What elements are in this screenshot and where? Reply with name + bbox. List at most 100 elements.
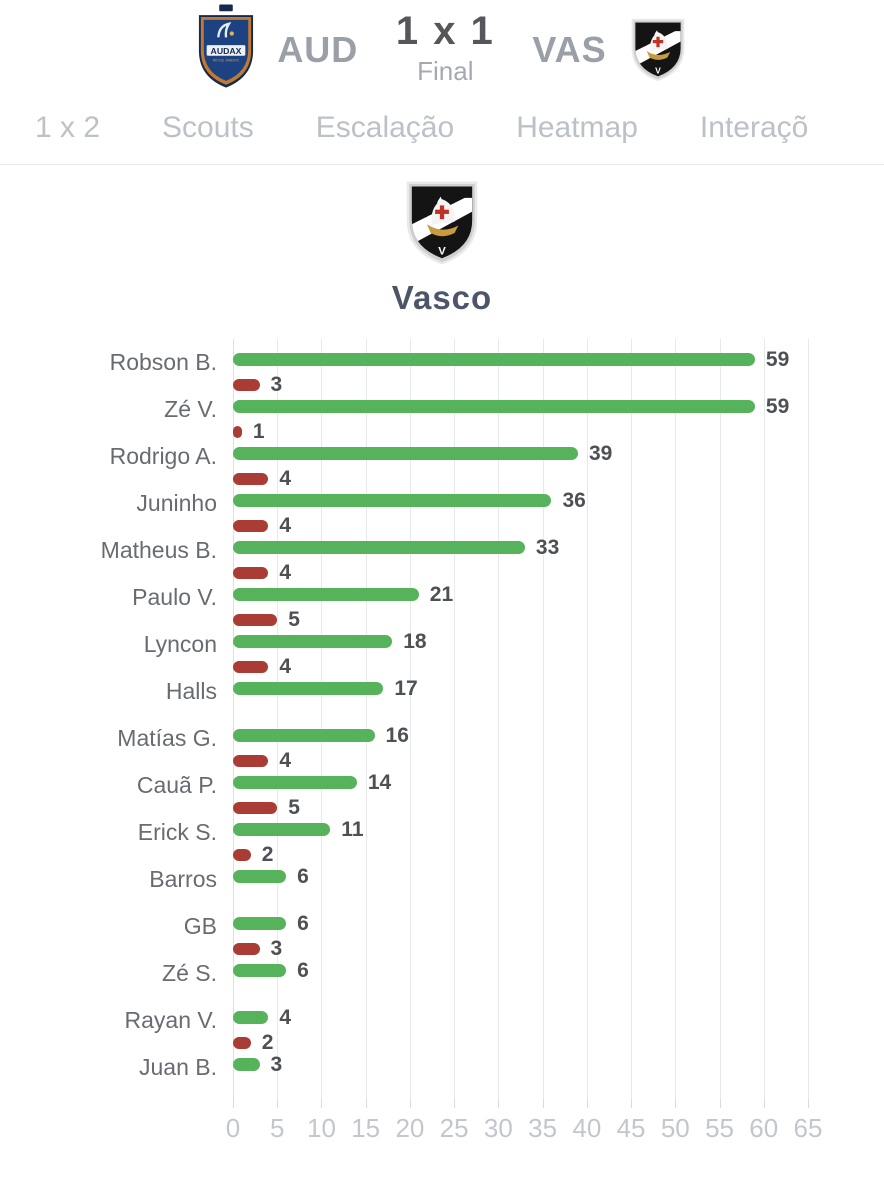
gridline-10 <box>321 339 323 1099</box>
vasco-crest-icon <box>629 17 687 83</box>
tab-interaçõ[interactable]: Interaçõ <box>699 111 809 144</box>
player-label: Matheus B. <box>100 537 217 563</box>
home-team-abbr: AUD <box>277 29 359 70</box>
green-bar-value: 6 <box>297 959 309 982</box>
score-block: 1 x 1 Final <box>380 9 510 87</box>
red-bar-value: 4 <box>279 467 292 490</box>
red-bar-value: 3 <box>270 937 283 960</box>
gridline-55 <box>719 339 721 1099</box>
player-label: Robson B. <box>109 349 217 375</box>
green-bar <box>233 541 525 554</box>
gridline-0 <box>233 339 234 1099</box>
green-bar <box>233 870 287 883</box>
green-bar-value: 16 <box>385 724 409 747</box>
axis-tick-0 <box>233 1099 234 1108</box>
green-bar <box>233 682 384 695</box>
player-label: Halls <box>165 678 217 704</box>
player-label: Rodrigo A. <box>109 443 217 469</box>
bar-row: 14 5 <box>233 767 833 818</box>
match-status: Final <box>417 56 474 86</box>
green-bar-value: 4 <box>279 1006 292 1029</box>
red-bar-value: 4 <box>279 514 292 537</box>
green-bar-value: 17 <box>394 677 418 700</box>
player-label: Juninho <box>136 490 217 516</box>
bar-row: 59 1 <box>233 391 833 442</box>
green-bar <box>233 447 578 460</box>
axis-tick-50 <box>675 1099 677 1108</box>
tab-escalação[interactable]: Escalação <box>315 111 455 144</box>
player-label: Erick S. <box>137 819 217 845</box>
gridline-35 <box>542 339 544 1099</box>
axis-label-20: 20 <box>395 1113 425 1143</box>
gridline-5 <box>277 339 279 1099</box>
tab-heatmap[interactable]: Heatmap <box>516 111 638 144</box>
red-bar-value: 5 <box>288 796 300 819</box>
red-bar <box>233 519 269 532</box>
tab-bar: 1 x 2 Scouts Escalação Heatmap Interaçõ <box>0 100 884 156</box>
red-bar <box>233 660 269 673</box>
green-bar-value: 11 <box>341 818 364 841</box>
player-label: Zé S. <box>162 960 217 986</box>
axis-tick-55 <box>719 1099 721 1108</box>
axis-tick-35 <box>542 1099 544 1108</box>
bar-row: 11 2 <box>233 814 833 865</box>
green-bar-value: 33 <box>535 536 560 559</box>
player-label: Zé V. <box>164 396 217 422</box>
axis-label-60: 60 <box>749 1113 779 1143</box>
red-bar <box>233 848 251 861</box>
axis-tick-60 <box>763 1099 765 1108</box>
axis-label-25: 25 <box>439 1113 469 1143</box>
axis-tick-65 <box>808 1099 809 1108</box>
axis-tick-5 <box>277 1099 279 1108</box>
team-section: Vasco <box>0 165 884 317</box>
red-bar-value: 4 <box>279 655 292 678</box>
axis-tick-20 <box>409 1099 411 1108</box>
bar-row: 33 4 <box>233 532 833 583</box>
bar-row: 3 <box>233 1049 833 1096</box>
axis-label-35: 35 <box>528 1113 558 1143</box>
gridline-25 <box>454 339 456 1099</box>
red-bar <box>233 378 260 391</box>
green-bar <box>233 917 287 930</box>
gridline-60 <box>763 339 765 1099</box>
plot-area: 59 3 59 1 39 4 36 4 33 4 21 5 18 4 17 16 4 14 5 11 2 6 6 3 6 4 2 3 <box>233 339 833 1099</box>
bar-row: 6 <box>233 955 833 1002</box>
axis-tick-25 <box>454 1099 456 1108</box>
green-bar-value: 36 <box>562 489 586 512</box>
green-bar <box>233 1058 260 1071</box>
axis-label-45: 45 <box>616 1113 646 1143</box>
player-label: Barros <box>149 866 217 892</box>
tabbar-divider <box>0 164 884 165</box>
red-bar-value: 2 <box>261 1031 274 1054</box>
team-title: Vasco <box>391 279 493 316</box>
axis-label-50: 50 <box>660 1113 690 1143</box>
axis-tick-15 <box>365 1099 367 1108</box>
gridline-40 <box>586 339 588 1099</box>
red-bar-value: 5 <box>288 608 300 631</box>
axis-label-5: 5 <box>269 1113 285 1143</box>
gridline-45 <box>631 339 633 1099</box>
tab-scouts[interactable]: Scouts <box>162 111 254 144</box>
red-bar <box>233 425 242 438</box>
player-label: Juan B. <box>139 1054 217 1080</box>
player-labels-column: Robson B. Zé V. Rodrigo A. Juninho Matheus B… <box>0 339 233 1099</box>
bar-row: 59 3 <box>233 344 833 395</box>
gridline-65 <box>808 339 809 1099</box>
green-bar <box>233 964 287 977</box>
player-label: Rayan V. <box>124 1007 218 1033</box>
away-team-abbr: VAS <box>532 29 607 70</box>
red-bar-value: 3 <box>270 373 283 396</box>
red-bar <box>233 472 269 485</box>
green-bar <box>233 1011 269 1024</box>
axis-label-15: 15 <box>351 1113 381 1143</box>
player-stats-chart: Robson B. Zé V. Rodrigo A. Juninho Matheus B… <box>0 339 884 1145</box>
red-bar <box>233 801 278 814</box>
red-bar <box>233 754 269 767</box>
match-score: 1 x 1 <box>395 9 495 53</box>
green-bar <box>233 588 419 601</box>
tab-1-x-2[interactable]: 1 x 2 <box>35 111 101 144</box>
red-bar-value: 4 <box>279 561 292 584</box>
